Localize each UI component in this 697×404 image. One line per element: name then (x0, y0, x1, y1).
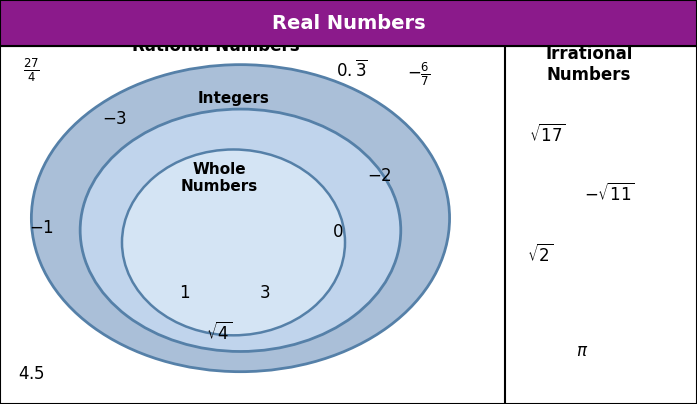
Ellipse shape (122, 149, 345, 335)
Text: $0.\overline{3}$: $0.\overline{3}$ (336, 60, 368, 81)
Text: Rational Numbers: Rational Numbers (132, 38, 300, 55)
Text: $-2$: $-2$ (367, 167, 392, 185)
Bar (0, 46, 697, 404)
Text: $1$: $1$ (179, 284, 190, 302)
Text: $4.5$: $4.5$ (18, 365, 45, 383)
Text: $\sqrt{2}$: $\sqrt{2}$ (527, 244, 553, 265)
Text: $0$: $0$ (332, 223, 344, 241)
Text: $\frac{27}{4}$: $\frac{27}{4}$ (23, 57, 40, 84)
Bar (0, 0, 697, 46)
Text: Irrational
Numbers: Irrational Numbers (545, 45, 633, 84)
Text: $\sqrt{17}$: $\sqrt{17}$ (528, 124, 566, 146)
Text: $-\frac{6}{7}$: $-\frac{6}{7}$ (406, 61, 430, 88)
Text: Integers: Integers (197, 91, 270, 107)
Text: Whole
Numbers: Whole Numbers (181, 162, 258, 194)
Text: $3$: $3$ (259, 284, 270, 302)
Text: $-1$: $-1$ (29, 219, 54, 237)
Text: $-3$: $-3$ (102, 110, 128, 128)
Text: $\pi$: $\pi$ (576, 343, 588, 360)
Ellipse shape (31, 65, 450, 372)
Text: Real Numbers: Real Numbers (272, 14, 425, 33)
Text: $-\sqrt{11}$: $-\sqrt{11}$ (584, 183, 636, 205)
Ellipse shape (80, 109, 401, 351)
Text: $\sqrt{4}$: $\sqrt{4}$ (206, 322, 233, 344)
